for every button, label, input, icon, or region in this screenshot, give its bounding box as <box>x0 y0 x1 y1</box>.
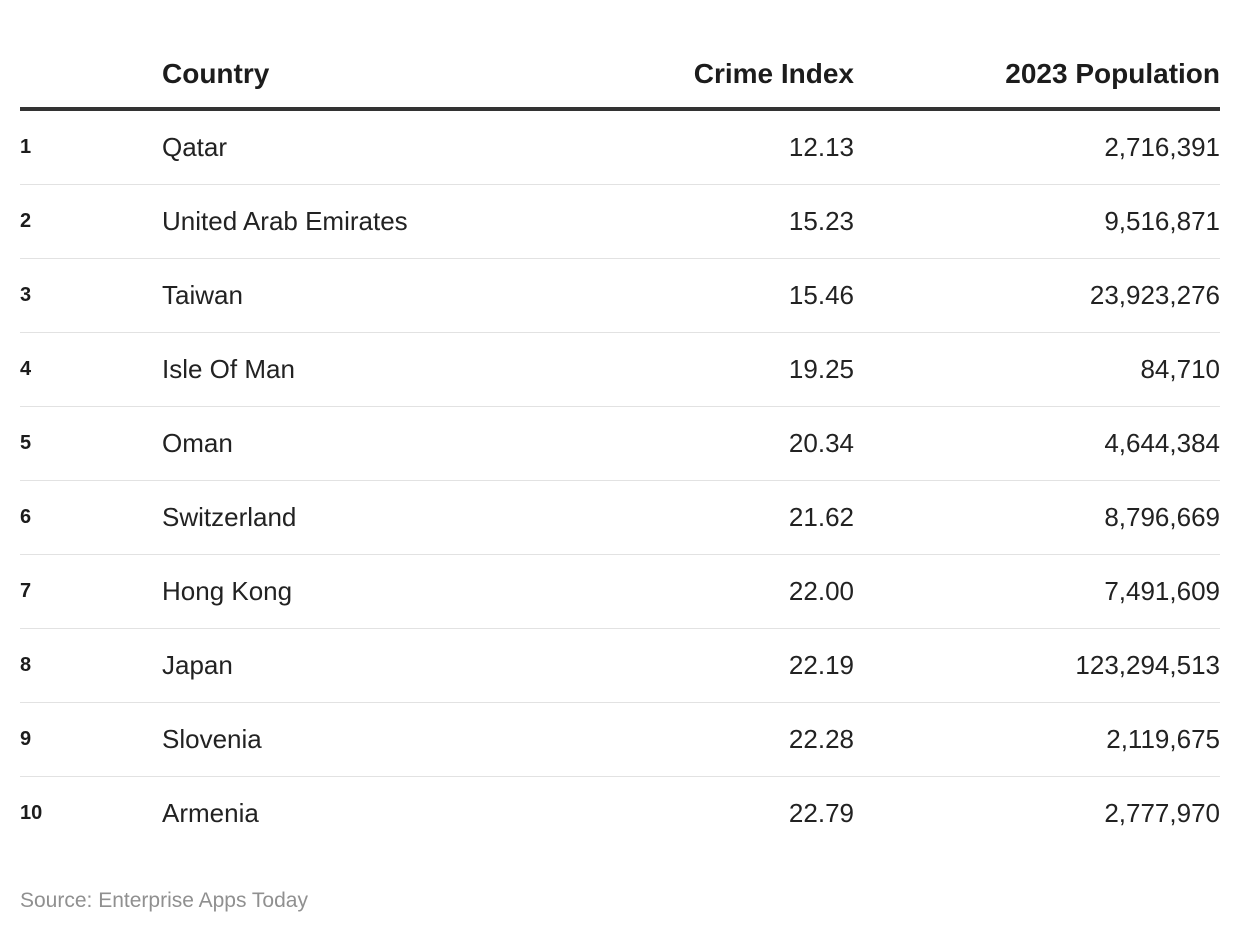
country-cell: Taiwan <box>162 258 582 333</box>
population-cell: 4,644,384 <box>854 406 1220 481</box>
table-row: 7 Hong Kong 22.00 7,491,609 <box>20 554 1220 629</box>
crime-index-cell: 20.34 <box>582 406 854 481</box>
rank-cell: 2 <box>20 184 162 259</box>
population-cell: 2,716,391 <box>854 109 1220 185</box>
data-table-container: Country Crime Index 2023 Population 1 Qat… <box>20 40 1220 850</box>
crime-index-cell: 22.19 <box>582 628 854 703</box>
table-row: 10 Armenia 22.79 2,777,970 <box>20 777 1220 851</box>
population-cell: 8,796,669 <box>854 480 1220 555</box>
population-cell: 84,710 <box>854 332 1220 407</box>
country-cell: Armenia <box>162 798 259 828</box>
rank-cell: 8 <box>20 628 162 703</box>
header-row: Country Crime Index 2023 Population <box>20 40 1220 111</box>
header-crime-index: Crime Index <box>582 40 854 111</box>
crime-index-cell: 15.46 <box>582 258 854 333</box>
table-body: 1 Qatar 12.13 2,716,391 2 United Arab Emirate… <box>20 109 1220 850</box>
rank-cell: 9 <box>20 702 162 777</box>
table-row: 6 Switzerland 21.62 8,796,669 <box>20 480 1220 555</box>
population-cell: 2,119,675 <box>854 702 1220 777</box>
population-cell: 9,516,871 <box>854 184 1220 259</box>
country-cell: Hong Kong <box>162 554 582 629</box>
country-cell: Oman <box>162 406 582 481</box>
rank-cell: 4 <box>20 332 162 407</box>
population-cell: 7,491,609 <box>854 554 1220 629</box>
table-row: 2 United Arab Emirates 15.23 9,516,871 <box>20 184 1220 259</box>
source-note: Source: Enterprise Apps Today <box>20 889 308 912</box>
table-header: Country Crime Index 2023 Population <box>20 40 1220 111</box>
rank-cell: 1 <box>20 109 162 185</box>
country-cell: Switzerland <box>162 480 582 555</box>
crime-index-cell: 15.23 <box>582 184 854 259</box>
country-cell: Slovenia <box>162 702 582 777</box>
crime-index-cell: 22.28 <box>582 702 854 777</box>
rank-cell: 3 <box>20 258 162 333</box>
crime-index-cell: 19.25 <box>582 332 854 407</box>
table-row: 8 Japan 22.19 123,294,513 <box>20 628 1220 703</box>
country-cell: Japan <box>162 628 582 703</box>
table-row: 1 Qatar 12.13 2,716,391 <box>20 109 1220 185</box>
table-row: 4 Isle Of Man 19.25 84,710 <box>20 332 1220 407</box>
country-cell: Qatar <box>162 109 582 185</box>
country-cell: Isle Of Man <box>162 332 582 407</box>
population-cell: 2,777,970 <box>1104 798 1220 828</box>
table-row: 3 Taiwan 15.46 23,923,276 <box>20 258 1220 333</box>
crime-index-cell: 22.00 <box>582 554 854 629</box>
header-country: Country <box>162 40 582 111</box>
header-rank <box>20 40 162 111</box>
country-cell: United Arab Emirates <box>162 184 582 259</box>
rank-cell: 7 <box>20 554 162 629</box>
population-cell: 23,923,276 <box>854 258 1220 333</box>
crime-index-cell: 22.79 <box>788 798 854 828</box>
rank-cell: 5 <box>20 406 162 481</box>
rank-cell: 10 <box>20 802 43 824</box>
table-row: 5 Oman 20.34 4,644,384 <box>20 406 1220 481</box>
rank-cell: 6 <box>20 480 162 555</box>
population-cell: 123,294,513 <box>854 628 1220 703</box>
crime-index-table: Country Crime Index 2023 Population 1 Qat… <box>20 40 1220 850</box>
crime-index-cell: 21.62 <box>582 480 854 555</box>
table-row: 9 Slovenia 22.28 2,119,675 <box>20 702 1220 777</box>
crime-index-cell: 12.13 <box>582 109 854 185</box>
header-population: 2023 Population <box>854 40 1220 111</box>
